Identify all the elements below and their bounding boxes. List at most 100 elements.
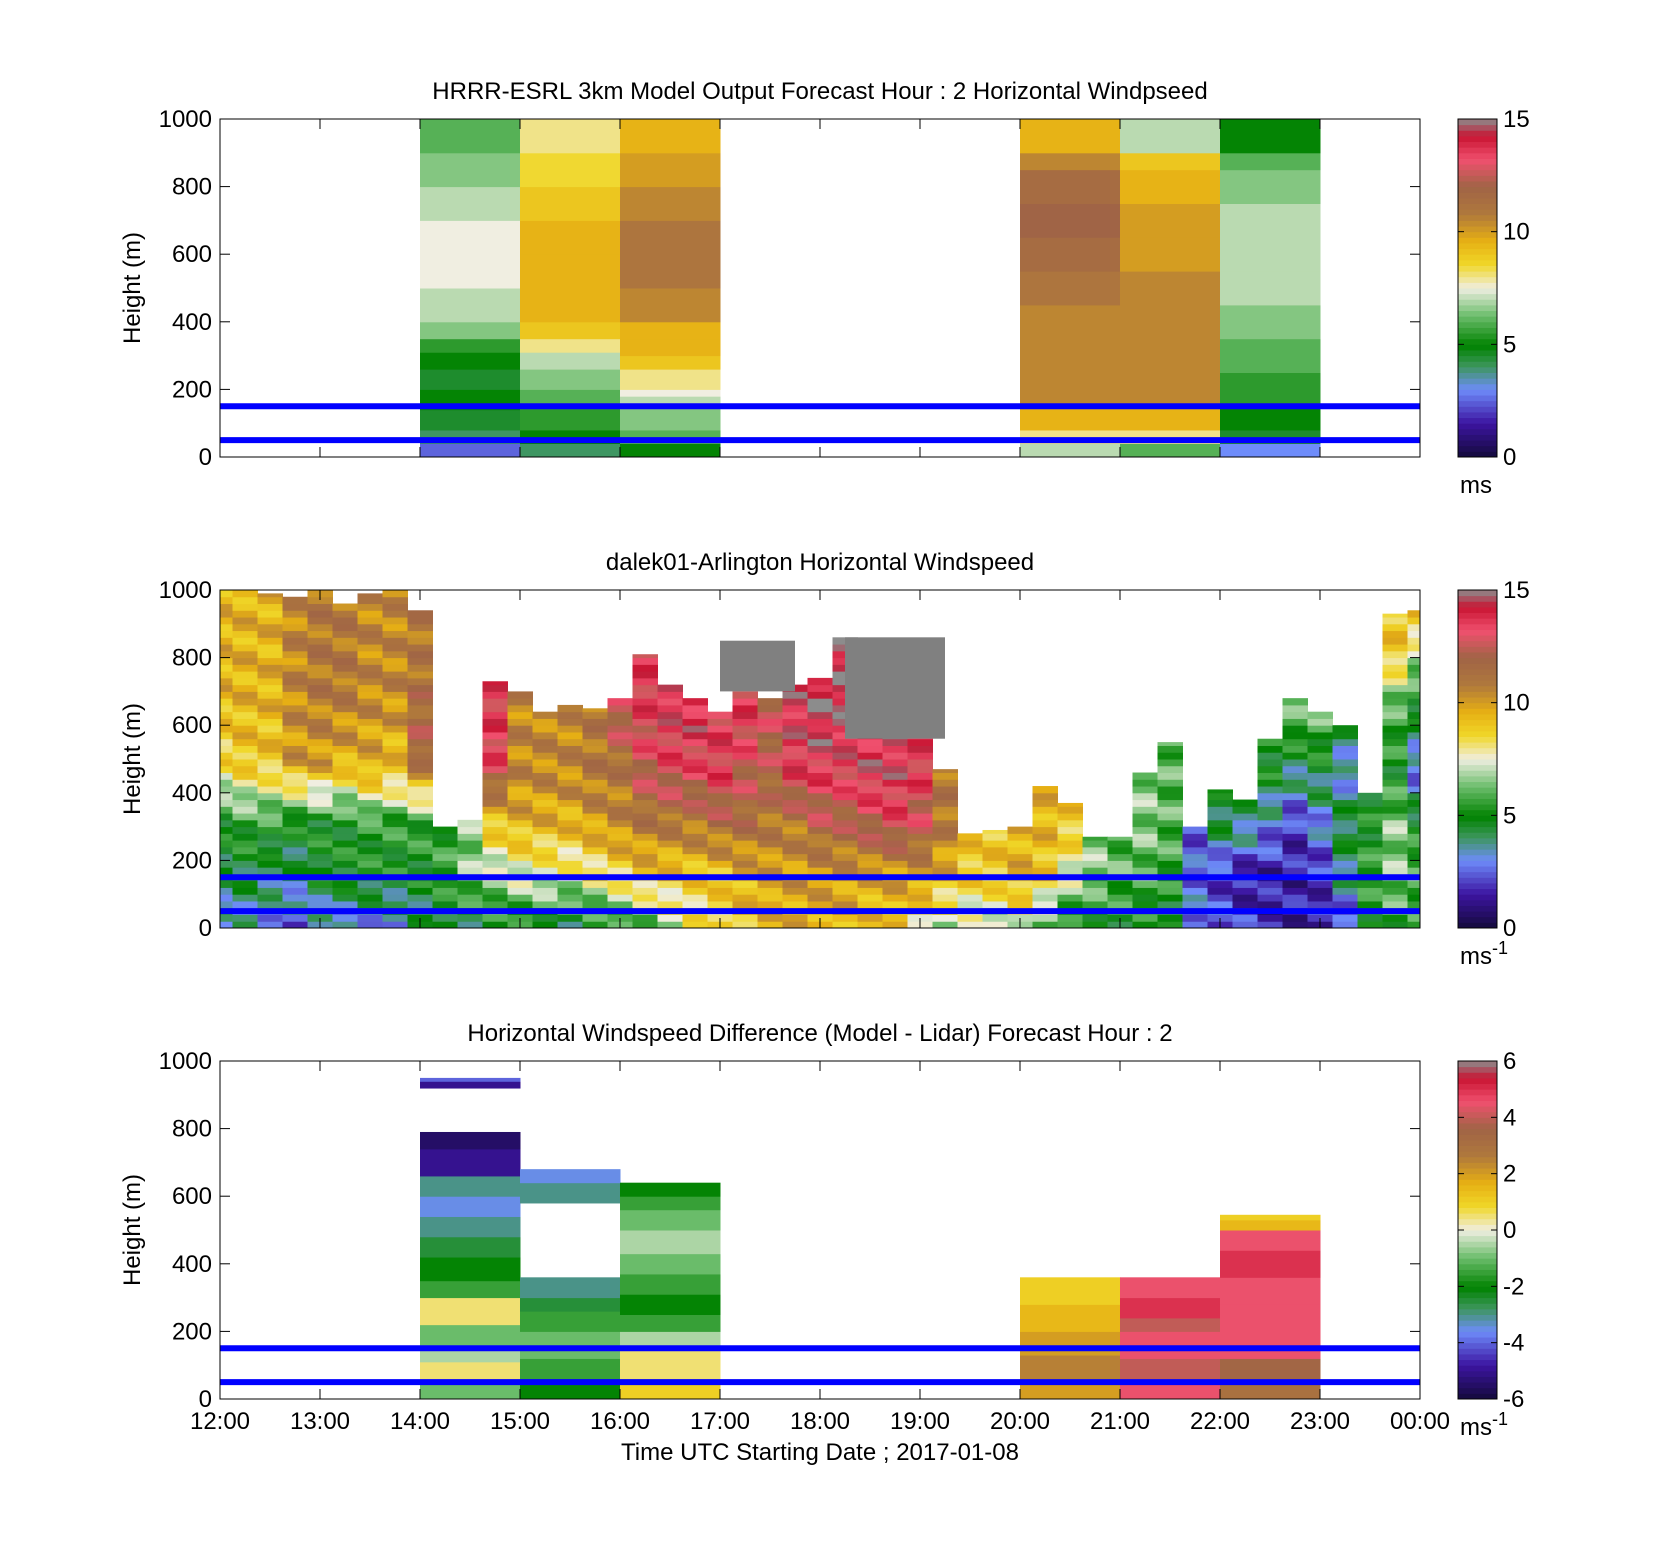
data-cell xyxy=(557,772,583,780)
data-cell xyxy=(682,752,708,760)
data-cell xyxy=(420,1077,521,1082)
data-cell xyxy=(1332,819,1358,828)
data-cell xyxy=(407,772,433,780)
colorbar-segment xyxy=(1458,355,1497,362)
data-cell xyxy=(332,894,358,902)
data-cell xyxy=(932,786,958,794)
data-cell xyxy=(1357,900,1383,909)
data-cell xyxy=(807,711,833,719)
data-cell xyxy=(607,846,633,855)
data-cell xyxy=(857,786,883,794)
data-cell xyxy=(582,779,608,787)
data-cell xyxy=(657,799,683,807)
y-axis-label: Height (m) xyxy=(119,1174,146,1286)
data-cell xyxy=(1382,677,1408,686)
data-cell xyxy=(1257,921,1283,929)
data-cell xyxy=(357,765,383,774)
data-cell xyxy=(582,718,608,726)
data-cell xyxy=(982,880,1008,888)
data-cell xyxy=(832,867,858,875)
colorbar-segment xyxy=(1458,871,1497,878)
data-cell xyxy=(757,738,783,746)
data-cell xyxy=(482,860,508,868)
data-cell xyxy=(1007,840,1033,848)
data-cell xyxy=(1307,772,1333,780)
data-cell xyxy=(632,806,658,814)
data-cell xyxy=(1207,789,1233,794)
colorbar-unit-exponent: -1 xyxy=(1492,1409,1508,1429)
data-cell xyxy=(782,704,808,713)
data-cell xyxy=(882,819,908,828)
data-cell xyxy=(382,644,408,652)
data-cell xyxy=(782,819,808,828)
data-cell xyxy=(1382,698,1408,706)
data-cell xyxy=(657,792,683,801)
data-cell xyxy=(607,752,633,760)
data-cell xyxy=(332,813,358,821)
data-cell xyxy=(907,887,933,895)
data-cell xyxy=(882,799,908,807)
data-cell xyxy=(1332,900,1358,909)
data-cell xyxy=(420,1236,521,1258)
data-cell xyxy=(307,840,333,848)
data-cell xyxy=(420,1175,521,1197)
data-cell xyxy=(1132,853,1158,861)
data-cell xyxy=(332,623,358,632)
data-cell xyxy=(1207,900,1233,909)
data-cell xyxy=(557,833,583,841)
data-cell xyxy=(1382,711,1408,719)
data-cell xyxy=(882,887,908,895)
data-cell xyxy=(420,1216,521,1238)
data-cell xyxy=(1332,826,1358,834)
data-cell xyxy=(1182,833,1208,841)
data-cell xyxy=(807,704,833,713)
data-cell xyxy=(1120,304,1221,340)
data-cell xyxy=(757,806,783,814)
data-cell xyxy=(332,718,358,726)
data-cell xyxy=(832,840,858,848)
data-cell xyxy=(532,853,558,861)
data-cell xyxy=(1232,921,1258,929)
data-cell xyxy=(407,826,433,834)
data-cell xyxy=(1157,867,1183,875)
data-cell xyxy=(220,887,233,895)
colorbar-segment xyxy=(1458,242,1497,250)
data-cell xyxy=(532,711,558,719)
data-cell xyxy=(1257,786,1283,794)
data-cell xyxy=(1357,833,1383,841)
data-cell xyxy=(1157,894,1183,902)
data-cell xyxy=(220,846,233,855)
data-cell xyxy=(557,887,583,895)
data-cell xyxy=(357,860,383,868)
y-tick-label: 600 xyxy=(172,712,212,739)
data-cell xyxy=(682,711,708,719)
data-cell xyxy=(282,664,308,672)
data-cell xyxy=(1007,880,1033,888)
data-cell xyxy=(1307,765,1333,774)
data-cell xyxy=(282,900,308,909)
data-cell xyxy=(282,752,308,760)
colorbar-segment xyxy=(1458,141,1497,148)
data-cell xyxy=(907,759,933,767)
data-cell xyxy=(732,725,758,733)
data-cell xyxy=(832,738,858,746)
data-cell xyxy=(807,792,833,801)
colorbar-segment xyxy=(1458,713,1497,721)
data-cell xyxy=(257,610,283,618)
data-cell xyxy=(682,914,708,922)
data-cell xyxy=(1207,867,1233,875)
data-cell xyxy=(382,610,408,618)
data-cell xyxy=(407,711,433,719)
data-cell xyxy=(1082,836,1108,841)
colorbar-segment xyxy=(1458,1331,1497,1338)
data-cell xyxy=(232,765,258,774)
y-tick-label: 1000 xyxy=(159,106,212,133)
data-cell xyxy=(282,630,308,638)
data-cell xyxy=(357,698,383,706)
data-cell xyxy=(482,813,508,821)
data-cell xyxy=(520,1331,621,1359)
data-cell xyxy=(307,819,333,828)
data-cell xyxy=(382,603,408,611)
data-cell xyxy=(482,681,508,686)
data-cell xyxy=(632,880,658,888)
